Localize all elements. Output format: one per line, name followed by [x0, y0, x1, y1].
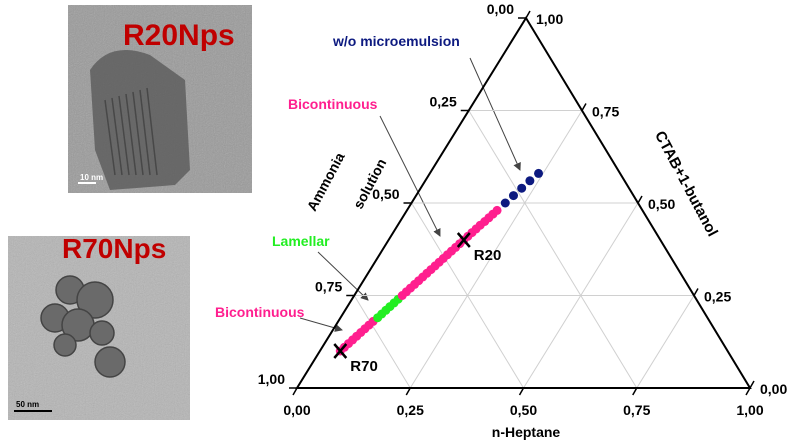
left-tick-label: 0,75 — [315, 279, 342, 295]
x-tick-label: 0,50 — [510, 402, 537, 418]
tick-mark — [746, 388, 750, 395]
left-tick-label: 0,50 — [372, 186, 399, 202]
tick-mark — [293, 388, 297, 395]
data-point — [525, 176, 534, 185]
scale-bar-label: 50 nm — [16, 400, 39, 409]
annotation: Lamellar — [272, 233, 330, 249]
tick-mark — [520, 388, 524, 395]
right-axis-title: CTAB+1-butanol — [651, 128, 721, 239]
x-tick-label: 0,00 — [283, 402, 310, 418]
left-tick-label: 0,25 — [430, 94, 457, 110]
left-axis-title: Ammonia — [304, 150, 348, 214]
sample-label: R70 — [350, 358, 378, 375]
tick-mark — [694, 289, 698, 296]
right-tick-label: 0,25 — [704, 289, 731, 305]
tick-mark — [633, 388, 637, 395]
figure: 10 nm R20Nps 50 nm R70Nps n-Heptane Ammo… — [0, 0, 801, 441]
tick-mark — [638, 196, 642, 203]
image-label: R20Nps — [123, 19, 235, 52]
x-tick-label: 1,00 — [736, 402, 763, 418]
tem-image-r20: 10 nm R20Nps — [68, 5, 252, 193]
left-tick-label: 0,00 — [487, 1, 514, 17]
tick-mark — [526, 11, 530, 18]
right-tick-label: 0,75 — [592, 104, 619, 120]
data-point — [517, 184, 526, 193]
left-tick-label: 1,00 — [258, 371, 285, 387]
image-label: R70Nps — [62, 233, 166, 264]
data-point — [534, 169, 543, 178]
data-point — [509, 191, 518, 200]
annotation: w/o microemulsion — [332, 33, 460, 49]
grid-line — [637, 296, 694, 389]
scale-bar-label: 10 nm — [80, 173, 103, 182]
left-axis-title: solution — [350, 156, 390, 212]
right-tick-label: 1,00 — [536, 11, 563, 27]
tick-mark — [750, 381, 754, 388]
right-tick-label: 0,50 — [648, 196, 675, 212]
x-tick-label: 0,25 — [397, 402, 424, 418]
annotation-arrow — [380, 116, 440, 236]
annotation: Bicontinuous — [288, 96, 378, 112]
tick-mark — [582, 104, 586, 111]
data-point — [501, 199, 510, 208]
tem-image-r70: 50 nm R70Nps — [8, 233, 190, 420]
tick-mark — [406, 388, 410, 395]
data-point — [493, 206, 502, 215]
right-tick-label: 0,00 — [760, 381, 787, 397]
annotation: Bicontinuous — [215, 304, 305, 320]
x-axis-title: n-Heptane — [492, 424, 561, 440]
x-tick-label: 0,75 — [623, 402, 650, 418]
sample-label: R20 — [474, 247, 502, 264]
